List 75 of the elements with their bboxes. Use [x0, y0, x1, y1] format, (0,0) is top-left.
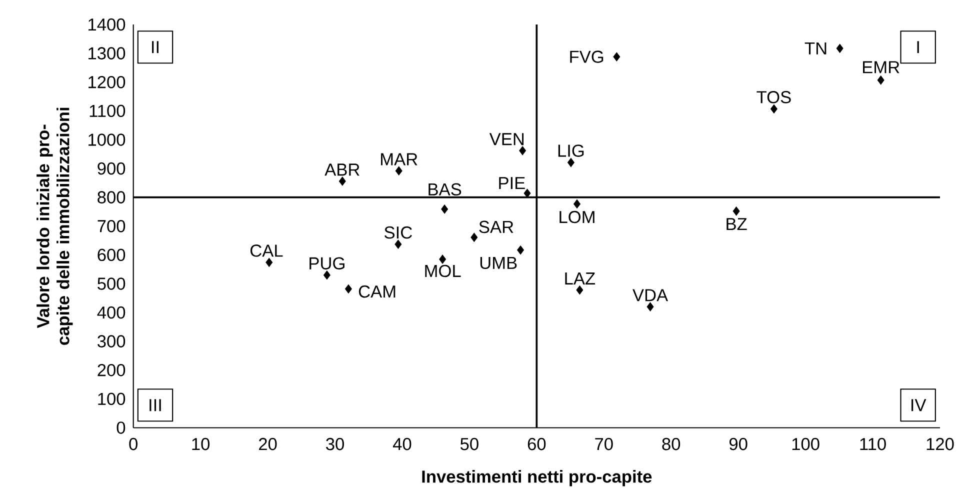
annotation: IV [912, 399, 926, 412]
annotation: BZ [726, 218, 747, 230]
x-tick-label: 50 [460, 438, 478, 450]
point [439, 254, 446, 264]
annotation: MOL [425, 264, 461, 278]
point [517, 245, 524, 255]
annotation: BAS [428, 183, 462, 196]
y-tick-label: 700 [98, 220, 126, 232]
annotation: VEN [489, 133, 524, 146]
annotation: TOS [756, 91, 791, 104]
annotation: LAZ [565, 272, 596, 284]
y-tick-label: 300 [98, 335, 126, 348]
annotation: I [917, 41, 919, 54]
x-tick-label: 10 [192, 438, 210, 450]
x-tick-label: 40 [392, 438, 412, 450]
point [266, 258, 273, 267]
x-tick-label: 120 [926, 438, 954, 450]
annotation: SIC [384, 226, 412, 239]
annotation: LOM [560, 210, 594, 224]
annotation: CAM [358, 285, 396, 298]
point [836, 44, 844, 53]
annotation: SAR [479, 220, 514, 234]
x-tick-label: 60 [528, 438, 546, 450]
y-tick-label: 200 [98, 364, 126, 376]
annotation: ABR [324, 164, 360, 176]
point [613, 52, 620, 62]
point [877, 76, 884, 85]
x-tick-label: 100 [792, 438, 820, 450]
annotation: MAR [381, 153, 418, 166]
point [323, 270, 330, 280]
annotation: III [150, 399, 161, 412]
point [344, 284, 352, 294]
annotation: PIE [499, 177, 525, 190]
y-tick-label: 1000 [88, 134, 126, 146]
annotation: CAL [250, 244, 283, 257]
annotation: II [152, 41, 158, 54]
y-tick-label: 1100 [90, 104, 126, 118]
y-tick-label: 1300 [88, 47, 126, 60]
annotation: VDA [632, 289, 668, 302]
y-tick-label: 1200 [88, 76, 126, 88]
point [338, 176, 346, 186]
point [576, 286, 584, 295]
y-tick-label: 0 [116, 422, 126, 434]
x-tick-label: 70 [595, 438, 613, 450]
point [646, 302, 654, 312]
y-tick-label: 600 [98, 248, 126, 262]
x-axis-title: Investimenti netti pro-capite [422, 470, 652, 486]
point [732, 206, 740, 216]
annotation: FVG [570, 50, 604, 63]
y-tick-label: 1400 [88, 18, 126, 31]
y-tick-label: 900 [98, 162, 126, 175]
x-tick-label: 0 [129, 438, 138, 450]
x-tick-label: 110 [860, 438, 886, 450]
y-tick-label: 500 [98, 278, 126, 290]
x-tick-label: 20 [259, 438, 277, 450]
point [574, 199, 580, 208]
point [441, 204, 448, 214]
point [770, 104, 778, 114]
annotation: EMR [863, 61, 900, 74]
point [470, 232, 478, 242]
x-tick-label: 80 [662, 438, 680, 450]
y-axis-title: Valore lordo iniziale pro-capite delle immobilizzazioni [36, 108, 73, 345]
annotation: LIG [558, 144, 584, 157]
y-tick-label: 100 [98, 392, 126, 406]
annotation: PUG [310, 257, 344, 270]
x-tick-label: 30 [326, 438, 344, 450]
y-tick-label: 400 [97, 306, 126, 319]
point [394, 240, 402, 249]
point [567, 158, 574, 168]
x-tick-label: 90 [730, 438, 748, 450]
y-tick-label: 800 [98, 191, 126, 204]
annotation: TN [804, 42, 826, 54]
annotation: UMB [480, 256, 517, 270]
point [519, 146, 526, 156]
point [395, 166, 402, 176]
